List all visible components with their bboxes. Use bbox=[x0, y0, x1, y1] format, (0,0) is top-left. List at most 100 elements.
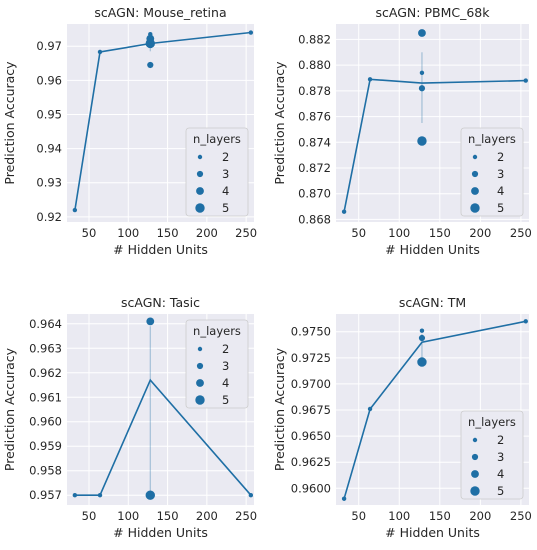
data-point bbox=[418, 29, 426, 37]
x-tick-label: 250 bbox=[235, 226, 257, 240]
x-tick-label: 100 bbox=[388, 509, 410, 523]
legend-marker bbox=[197, 346, 203, 352]
x-axis-label: # Hidden Units bbox=[385, 525, 480, 540]
legend-marker bbox=[470, 203, 480, 213]
legend-title: n_layers bbox=[193, 324, 241, 338]
data-point bbox=[248, 30, 254, 35]
legend: n_layers 2 3 4 5 bbox=[185, 127, 249, 217]
legend: n_layers 2 3 4 5 bbox=[460, 410, 524, 500]
data-point bbox=[417, 357, 427, 367]
data-point bbox=[419, 70, 425, 76]
legend-label: 5 bbox=[497, 201, 504, 215]
x-tick-label: 50 bbox=[351, 509, 366, 523]
legend-marker bbox=[471, 470, 479, 478]
data-point bbox=[72, 493, 78, 498]
y-tick-label: 0.870 bbox=[298, 187, 331, 201]
legend-label: 2 bbox=[497, 433, 504, 447]
legend-label: 4 bbox=[222, 376, 229, 390]
legend-label: 5 bbox=[222, 393, 229, 407]
legend-label: 3 bbox=[497, 167, 504, 181]
y-tick-label: 0.962 bbox=[29, 366, 62, 380]
data-point bbox=[146, 317, 155, 326]
legend-marker bbox=[472, 154, 478, 160]
y-tick-label: 0.96 bbox=[36, 73, 62, 87]
y-tick-label: 0.9650 bbox=[291, 429, 331, 443]
chart-panel: 50 100 150 200 250 0.92 0.93 0.94 0.95 0.96 0.97 sc… bbox=[2, 5, 257, 257]
x-tick-label: 100 bbox=[388, 226, 410, 240]
x-axis-label: # Hidden Units bbox=[385, 242, 480, 257]
data-point bbox=[418, 334, 426, 342]
chart-title: scAGN: TM bbox=[399, 295, 466, 310]
data-point bbox=[248, 493, 254, 498]
chart-title: scAGN: Tasic bbox=[121, 295, 200, 310]
chart-title: scAGN: Mouse_retina bbox=[94, 5, 226, 20]
y-tick-label: 0.9600 bbox=[291, 481, 331, 495]
series-line bbox=[74, 31, 251, 211]
x-tick-label: 250 bbox=[510, 509, 532, 523]
data-point bbox=[367, 406, 373, 412]
chart-panel: 50 100 150 200 250 0.868 0.870 0.872 0.874 0.876 0… bbox=[272, 5, 532, 257]
legend-marker bbox=[196, 187, 204, 195]
data-point bbox=[523, 319, 528, 324]
y-tick-label: 0.93 bbox=[36, 176, 62, 190]
data-point bbox=[97, 493, 103, 498]
data-point bbox=[145, 38, 155, 49]
legend-marker bbox=[471, 453, 479, 461]
legend-marker bbox=[195, 395, 205, 405]
chart-panel: 50 100 150 200 250 0.957 0.958 0.959 0.960 0.961 0… bbox=[2, 295, 257, 540]
y-tick-label: 0.868 bbox=[298, 212, 331, 226]
x-tick-label: 150 bbox=[429, 226, 451, 240]
legend-label: 2 bbox=[222, 342, 229, 356]
x-tick-label: 200 bbox=[196, 509, 218, 523]
y-tick-label: 0.961 bbox=[29, 390, 62, 404]
data-point bbox=[523, 78, 528, 83]
series-line bbox=[343, 320, 526, 499]
x-tick-label: 50 bbox=[351, 226, 366, 240]
legend-label: 5 bbox=[497, 484, 504, 498]
legend-marker bbox=[196, 379, 204, 387]
data-point bbox=[147, 61, 154, 69]
legend-marker bbox=[196, 362, 204, 370]
legend-label: 3 bbox=[222, 359, 229, 373]
series-line bbox=[74, 378, 252, 497]
y-axis-label: Prediction Accuracy bbox=[2, 347, 17, 471]
legend: n_layers 2 3 4 5 bbox=[185, 319, 249, 409]
x-tick-label: 200 bbox=[196, 226, 218, 240]
legend-label: 2 bbox=[222, 150, 229, 164]
chart-title: scAGN: PBMC_68k bbox=[376, 5, 491, 20]
legend-label: 3 bbox=[222, 167, 229, 181]
y-axis-label: Prediction Accuracy bbox=[272, 347, 287, 471]
y-tick-label: 0.9750 bbox=[291, 325, 331, 339]
legend: n_layers 2 3 4 5 bbox=[460, 127, 524, 217]
legend-label: 5 bbox=[222, 201, 229, 215]
y-tick-label: 0.9700 bbox=[291, 377, 331, 391]
data-point bbox=[417, 136, 427, 146]
legend-marker bbox=[470, 486, 480, 496]
data-point bbox=[418, 85, 426, 92]
x-tick-label: 150 bbox=[157, 226, 179, 240]
x-tick-label: 100 bbox=[117, 226, 139, 240]
y-tick-label: 0.958 bbox=[29, 464, 62, 478]
x-tick-label: 50 bbox=[82, 226, 97, 240]
legend-marker bbox=[471, 170, 479, 178]
y-tick-label: 0.957 bbox=[29, 488, 62, 502]
x-tick-label: 150 bbox=[429, 509, 451, 523]
legend-title: n_layers bbox=[193, 132, 241, 146]
data-point bbox=[341, 496, 347, 501]
x-axis-label: # Hidden Units bbox=[113, 525, 208, 540]
series-line bbox=[343, 78, 526, 212]
y-tick-label: 0.959 bbox=[29, 439, 62, 453]
y-tick-label: 0.95 bbox=[36, 107, 62, 121]
y-tick-label: 0.94 bbox=[36, 142, 62, 156]
y-tick-label: 0.882 bbox=[298, 32, 331, 46]
data-point bbox=[341, 209, 347, 214]
x-tick-label: 200 bbox=[469, 226, 491, 240]
data-point bbox=[367, 77, 373, 82]
data-point bbox=[72, 207, 78, 213]
legend-label: 4 bbox=[497, 184, 504, 198]
y-tick-label: 0.9725 bbox=[291, 351, 331, 365]
legend-marker bbox=[197, 154, 203, 160]
legend-label: 4 bbox=[222, 184, 229, 198]
legend-label: 3 bbox=[497, 450, 504, 464]
